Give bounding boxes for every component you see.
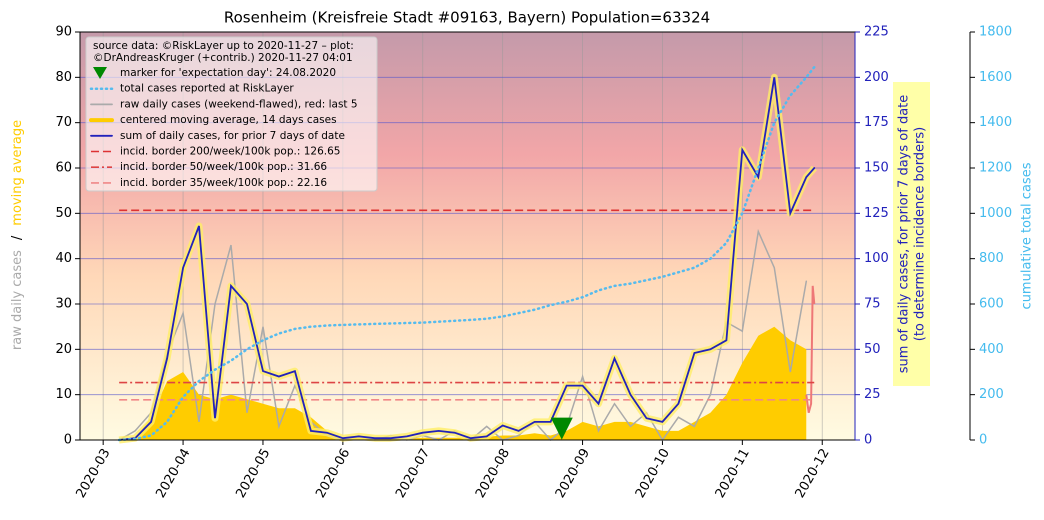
legend-label: total cases reported at RiskLayer: [120, 83, 294, 95]
y2-tick-label: 150: [864, 161, 889, 176]
legend-label: incid. border 50/week/100k pop.: 31.66: [120, 161, 327, 173]
legend-label: incid. border 200/week/100k pop.: 126.65: [120, 146, 340, 158]
y2-tick-label: 25: [864, 387, 881, 402]
x-tick-label: 2020-06: [313, 446, 353, 501]
marker: [550, 417, 573, 440]
y2-tick-label: 75: [864, 297, 881, 312]
legend-marker: [93, 67, 107, 79]
legend-source: ©DrAndreasKruger (+contrib.) 2020-11-27 …: [93, 52, 353, 64]
y-label-part: /: [10, 235, 25, 240]
x-tick-label: 2020-04: [153, 446, 193, 501]
y3-tick-label: 400: [979, 342, 1004, 357]
legend-label: incid. border 35/week/100k pop.: 22.16: [120, 177, 327, 189]
y-axis-label: raw daily cases / moving average: [10, 120, 25, 350]
y2-tick-label: 100: [864, 251, 889, 266]
y2-axis-label: sum of daily cases, for prior 7 days of …: [897, 95, 912, 374]
y-label-part: moving average: [10, 120, 25, 226]
y-tick-label: 30: [55, 297, 72, 312]
y2-tick-label: 175: [864, 115, 889, 130]
y-label-part: raw daily cases: [10, 250, 25, 350]
legend: source data: ©RiskLayer up to 2020-11-27…: [85, 36, 378, 192]
y-tick-label: 50: [55, 206, 72, 221]
y3-tick-label: 1000: [979, 206, 1012, 221]
legend-source: source data: ©RiskLayer up to 2020-11-27…: [93, 40, 354, 52]
y3-tick-label: 1200: [979, 161, 1012, 176]
legend-label: sum of daily cases, for prior 7 days of …: [120, 130, 345, 142]
x-tick-label: 2020-03: [74, 446, 114, 501]
y-tick-label: 10: [55, 387, 72, 402]
y-tick-label: 80: [55, 70, 72, 85]
chart-title: Rosenheim (Kreisfreie Stadt #09163, Baye…: [224, 9, 710, 27]
y2-tick-label: 200: [864, 70, 889, 85]
x-tick-label: 2020-07: [393, 446, 433, 501]
y3-tick-label: 800: [979, 251, 1004, 266]
x-tick-label: 2020-05: [233, 446, 273, 501]
y2-axis-label: (to determine incidence borders): [913, 127, 928, 342]
line: [118, 77, 816, 441]
y3-tick-label: 600: [979, 297, 1004, 312]
y2-tick-label: 50: [864, 342, 881, 357]
y3-axis-label: cumulative total cases: [1020, 162, 1035, 309]
y-tick-label: 60: [55, 161, 72, 176]
y3-tick-label: 1600: [979, 70, 1012, 85]
y2-label-box: [893, 82, 930, 386]
y-tick-label: 70: [55, 115, 72, 130]
line-last5: [805, 285, 816, 414]
x-tick-label: 2020-08: [473, 446, 513, 501]
line: [117, 65, 816, 442]
legend-label: raw daily cases (weekend-flawed), red: l…: [120, 98, 358, 110]
y-tick-label: 40: [55, 251, 72, 266]
legend-label: centered moving average, 14 days cases: [120, 114, 337, 126]
area: [119, 326, 807, 440]
y3-tick-label: 200: [979, 387, 1004, 402]
x-tick-label: 2020-10: [633, 446, 673, 501]
x-tick-label: 2020-11: [713, 446, 753, 501]
y-tick-label: 90: [55, 25, 72, 40]
y2-tick-label: 125: [864, 206, 889, 221]
y2-tick-label: 0: [864, 433, 872, 448]
legend-box: [85, 36, 378, 192]
y2-tick-label: 225: [864, 25, 889, 40]
x-tick-label: 2020-12: [793, 446, 833, 501]
y3-tick-label: 1400: [979, 115, 1012, 130]
y-tick-label: 0: [64, 433, 72, 448]
y3-tick-label: 1800: [979, 25, 1012, 40]
legend-label: marker for 'expectation day': 24.08.2020: [120, 67, 336, 79]
x-tick-label: 2020-09: [553, 446, 593, 501]
y-tick-label: 20: [55, 342, 72, 357]
y3-tick-label: 0: [979, 433, 987, 448]
